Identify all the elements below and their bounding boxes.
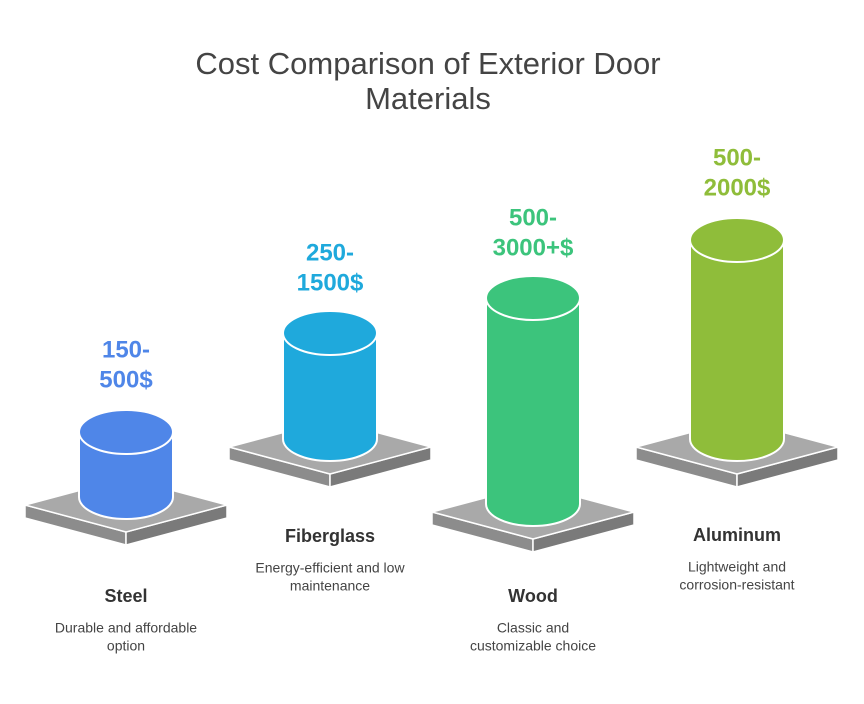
title-line: Materials (365, 81, 491, 116)
item-description: option (107, 638, 145, 654)
cylinder-body (78, 431, 174, 520)
price: 500$ (99, 366, 153, 393)
price: 150- (102, 336, 150, 363)
title-line: Cost Comparison of Exterior Door (195, 46, 660, 81)
item-description: Energy-efficient and low (255, 560, 405, 576)
item-description: Durable and affordable (55, 620, 197, 636)
price: 250- (306, 239, 354, 266)
cylinder-body (689, 239, 785, 462)
item-label: Steel (104, 586, 147, 606)
cylinder-top (485, 275, 581, 321)
cylinder-top (282, 310, 378, 356)
price: 1500$ (297, 269, 364, 296)
item-description: corrosion-resistant (679, 577, 794, 593)
price: 500- (713, 144, 761, 171)
item-label: Aluminum (693, 525, 781, 545)
cylinder-body (282, 332, 378, 462)
item-description: Lightweight and (688, 559, 786, 575)
item-label: Wood (508, 586, 558, 606)
price: 3000+$ (493, 234, 574, 261)
item-description: maintenance (290, 578, 370, 594)
cylinder-body (485, 297, 581, 527)
price: 2000$ (704, 174, 771, 201)
item-description: customizable choice (470, 638, 596, 654)
item-description: Classic and (497, 620, 569, 636)
price: 500- (509, 204, 557, 231)
item-label: Fiberglass (285, 526, 375, 546)
cylinder-top (689, 217, 785, 263)
cylinder-top (78, 409, 174, 455)
